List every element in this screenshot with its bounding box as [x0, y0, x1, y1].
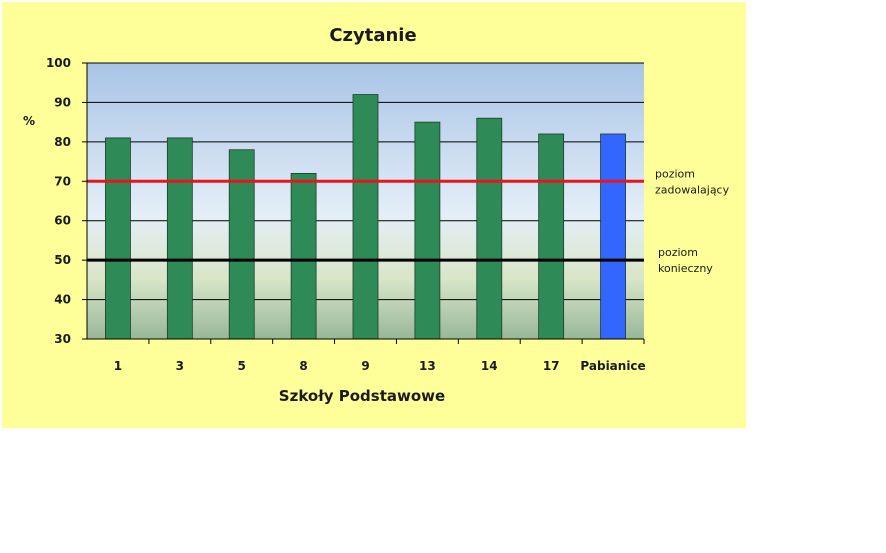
x-tick-label: 14 [481, 359, 498, 373]
y-tick-label: 60 [54, 214, 71, 228]
x-tick-label: 8 [299, 359, 307, 373]
y-tick-label: 70 [54, 174, 71, 188]
x-tick-label: 3 [176, 359, 184, 373]
reference-label-line2: zadowalający [655, 183, 730, 196]
bar-9 [352, 94, 379, 340]
x-tick-label: 13 [419, 359, 436, 373]
chart-title: Czytanie [329, 25, 416, 46]
x-axis-ticks: 1 3 5 8 9 13 14 17 Pabianice [114, 339, 646, 373]
reference-label-line1: poziom [658, 246, 698, 259]
y-tick-label: 50 [54, 253, 71, 267]
reference-label-line2: konieczny [658, 262, 713, 275]
bar-14 [476, 117, 503, 340]
reference-lines: poziom zadowalający poziom konieczny [87, 167, 730, 275]
y-tick-label: 90 [54, 95, 71, 109]
bar-1 [105, 137, 131, 340]
y-axis-ticks: 30 40 50 60 70 80 90 100 [46, 56, 87, 346]
y-axis-label: % [23, 114, 35, 128]
bar-8 [290, 172, 317, 340]
x-axis-label: Szkoły Podstawowe [279, 387, 445, 405]
x-tick-label: Pabianice [580, 359, 645, 373]
y-tick-label: 40 [54, 293, 71, 307]
y-tick-label: 30 [54, 332, 71, 346]
y-tick-label: 100 [46, 56, 71, 70]
x-tick-label: 17 [543, 359, 560, 373]
bar-13 [414, 121, 441, 340]
x-tick-label: 1 [114, 359, 122, 373]
bar-3 [166, 137, 193, 340]
bar-5 [228, 149, 255, 340]
x-tick-label: 9 [361, 359, 369, 373]
x-tick-label: 5 [238, 359, 246, 373]
reference-label-line1: poziom [655, 167, 695, 180]
y-tick-label: 80 [54, 135, 71, 149]
bar-Pabianice [600, 133, 626, 340]
bar-17 [538, 133, 565, 340]
